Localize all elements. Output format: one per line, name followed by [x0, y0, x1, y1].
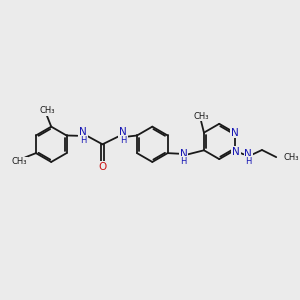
Text: CH₃: CH₃: [12, 157, 27, 166]
Text: H: H: [245, 157, 251, 166]
Text: N: N: [119, 127, 127, 137]
Text: N: N: [232, 147, 240, 157]
Text: O: O: [98, 162, 106, 172]
Text: H: H: [181, 157, 187, 166]
Text: CH₃: CH₃: [283, 153, 299, 162]
Text: CH₃: CH₃: [39, 106, 55, 115]
Text: N: N: [180, 149, 188, 159]
Text: N: N: [244, 149, 252, 159]
Text: H: H: [120, 136, 126, 145]
Text: N: N: [231, 128, 239, 138]
Text: CH₃: CH₃: [194, 112, 209, 121]
Text: N: N: [79, 127, 87, 137]
Text: H: H: [80, 136, 86, 145]
